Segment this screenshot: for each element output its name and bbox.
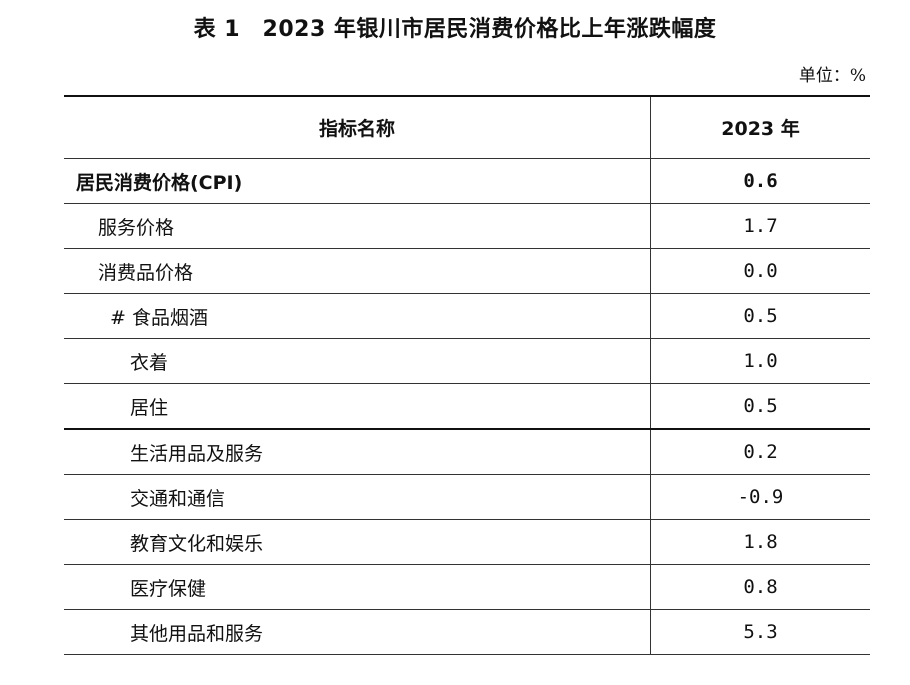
unit-label: 单位：% (798, 66, 866, 86)
row-name: 衣着 (64, 338, 651, 384)
row-value: 0.5 (650, 293, 870, 339)
row-name: 交通和通信 (64, 474, 651, 520)
row-name: 教育文化和娱乐 (64, 519, 651, 565)
row-value: 1.0 (650, 338, 870, 384)
header-year: 2023 年 (650, 96, 870, 159)
row-name: 居住 (64, 383, 651, 430)
row-name: 服务价格 (64, 203, 651, 249)
row-value: 0.8 (650, 564, 870, 610)
row-value: 1.8 (650, 519, 870, 565)
table-title: 表 1 2023 年银川市居民消费价格比上年涨跌幅度 (193, 17, 717, 42)
table-row: 生活用品及服务 0.2 (64, 429, 870, 475)
row-value: -0.9 (650, 474, 870, 520)
table-row: 交通和通信 -0.9 (64, 474, 870, 520)
table-row: # 食品烟酒 0.5 (64, 293, 870, 339)
table-header-row: 指标名称 2023 年 (64, 96, 870, 159)
row-name: 其他用品和服务 (64, 609, 651, 655)
row-name: # 食品烟酒 (64, 293, 651, 339)
table-row: 居住 0.5 (64, 383, 870, 430)
table-row: 教育文化和娱乐 1.8 (64, 519, 870, 565)
table-row: 医疗保健 0.8 (64, 564, 870, 610)
row-name: 医疗保健 (64, 564, 651, 610)
table-row: 其他用品和服务 5.3 (64, 609, 870, 655)
table-row: 居民消费价格(CPI) 0.6 (64, 158, 870, 204)
row-value: 0.0 (650, 248, 870, 294)
row-value: 0.2 (650, 429, 870, 475)
row-value: 1.7 (650, 203, 870, 249)
row-name: 生活用品及服务 (64, 429, 651, 475)
table-row: 服务价格 1.7 (64, 203, 870, 249)
row-value: 0.5 (650, 383, 870, 430)
row-name: 居民消费价格(CPI) (64, 158, 651, 204)
row-value: 0.6 (650, 158, 870, 204)
row-value: 5.3 (650, 609, 870, 655)
row-name: 消费品价格 (64, 248, 651, 294)
cpi-table: 指标名称 2023 年 居民消费价格(CPI) 0.6 服务价格 1.7 消费品… (64, 95, 870, 655)
table-row: 衣着 1.0 (64, 338, 870, 384)
table-row: 消费品价格 0.0 (64, 248, 870, 294)
header-indicator-name: 指标名称 (64, 96, 651, 159)
